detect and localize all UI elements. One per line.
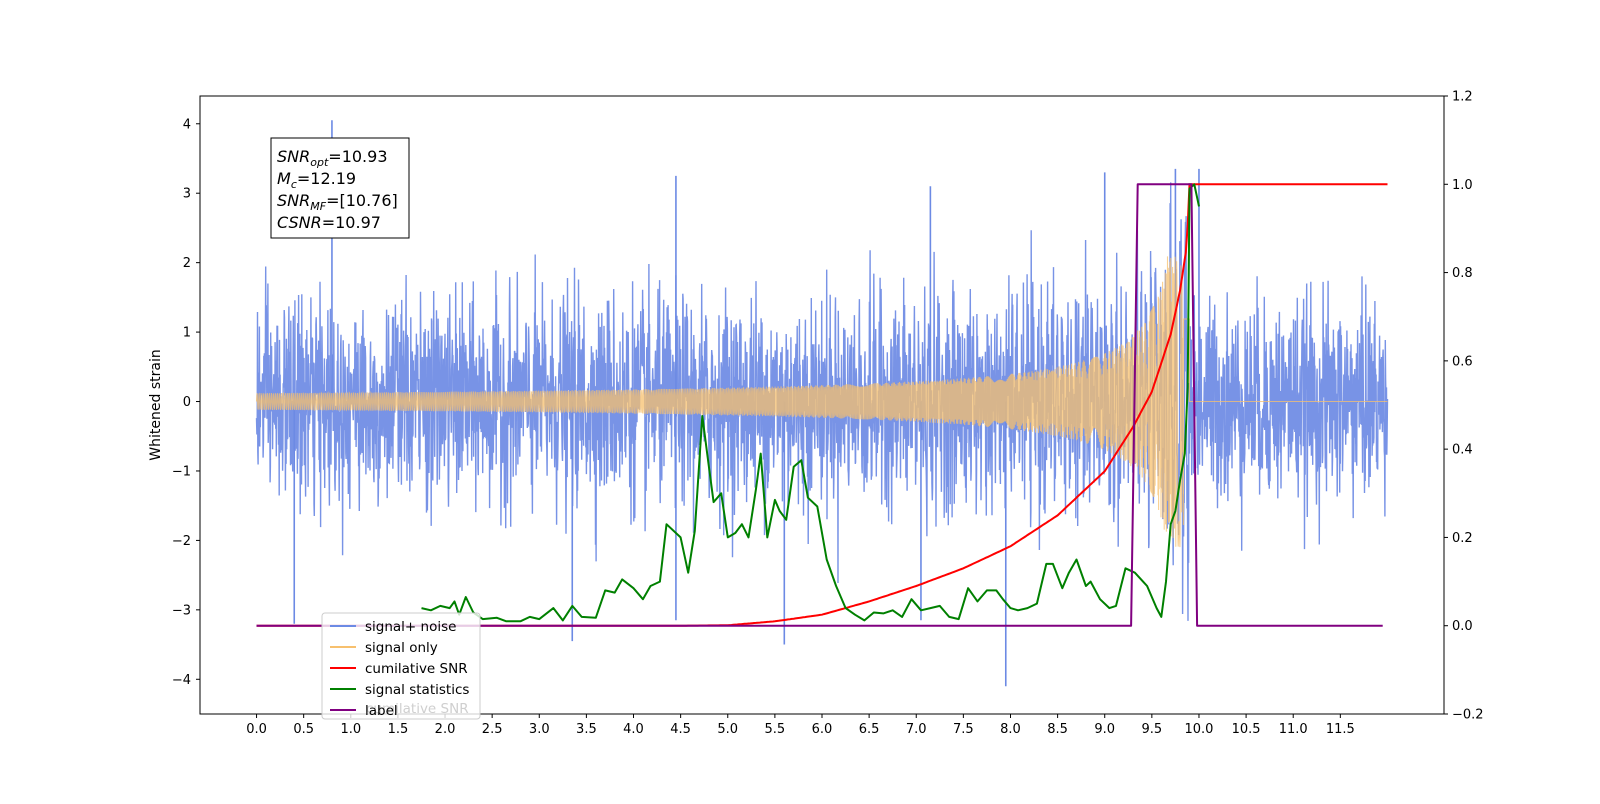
annotation-frame xyxy=(270,137,410,239)
x-tick-label: 6.0 xyxy=(812,722,833,737)
series-signal-only xyxy=(255,256,1388,548)
annotation-line: SNRMF=[10.76] xyxy=(277,191,398,213)
x-axis: 0.0 0.5 1.0 1.5 2.0 2.5 3.0 3.5 4.0 4.5 5.0 5.5 6.0 6… xyxy=(246,714,1355,737)
y2-tick-label: 1.0 xyxy=(1452,178,1473,193)
y-axis-label: Whitened strain xyxy=(148,349,164,460)
x-tick-label: 11.5 xyxy=(1326,722,1355,737)
x-tick-label: 11.0 xyxy=(1279,722,1308,737)
x-tick-label: 7.0 xyxy=(906,722,927,737)
y-tick-label: −4 xyxy=(172,673,191,688)
y-tick-label: −3 xyxy=(172,603,191,618)
y-axis-left: 4 3 2 1 0 −1 −2 −3 −4 xyxy=(172,117,200,688)
x-tick-label: 2.5 xyxy=(482,722,503,737)
annotation-line: SNRopt=10.93 xyxy=(277,147,388,169)
y-tick-label: 4 xyxy=(183,117,191,132)
y2-tick-label: −0.2 xyxy=(1452,708,1484,723)
x-tick-label: 0.5 xyxy=(293,722,314,737)
y-tick-label: −1 xyxy=(172,464,191,479)
y2-tick-label: 1.2 xyxy=(1452,90,1473,105)
y2-tick-label: 0.8 xyxy=(1452,266,1473,281)
legend: cumilative SNR signal+ noise signal only cu… xyxy=(321,612,481,720)
x-tick-label: 7.5 xyxy=(953,722,974,737)
legend-ghost-text: cumilative SNR xyxy=(366,701,469,717)
annotation-line: CSNR=10.97 xyxy=(277,213,381,232)
y2-tick-label: 0.4 xyxy=(1452,443,1473,458)
annotation-line: Mc=12.19 xyxy=(277,169,356,191)
x-tick-label: 5.5 xyxy=(765,722,786,737)
legend-label: label xyxy=(365,703,398,719)
y-tick-label: 2 xyxy=(183,256,191,271)
x-tick-label: 4.0 xyxy=(623,722,644,737)
x-tick-label: 6.5 xyxy=(859,722,880,737)
x-tick-label: 0.0 xyxy=(246,722,267,737)
x-tick-label: 1.0 xyxy=(340,722,361,737)
x-tick-label: 3.5 xyxy=(576,722,597,737)
x-tick-label: 3.0 xyxy=(529,722,550,737)
y-tick-label: 0 xyxy=(183,395,191,410)
series-layer xyxy=(255,120,1389,687)
x-tick-label: 8.0 xyxy=(1000,722,1021,737)
legend-label: cumilative SNR xyxy=(365,661,468,677)
snr-annotation-box: SNRopt=10.93Mc=12.19SNRMF=[10.76]CSNR=10… xyxy=(270,137,410,239)
x-tick-label: 9.5 xyxy=(1142,722,1163,737)
y-axis-right: 1.2 1.0 0.8 0.6 0.4 0.2 0.0 −0.2 xyxy=(1444,90,1484,723)
x-tick-label: 10.5 xyxy=(1232,722,1261,737)
legend-label: signal statistics xyxy=(365,682,469,698)
x-tick-label: 1.5 xyxy=(388,722,409,737)
y2-tick-label: 0.0 xyxy=(1452,619,1473,634)
x-tick-label: 10.0 xyxy=(1184,722,1213,737)
y2-tick-label: 0.2 xyxy=(1452,531,1473,546)
y-tick-label: 1 xyxy=(183,326,191,341)
x-tick-label: 9.0 xyxy=(1094,722,1115,737)
x-tick-label: 5.0 xyxy=(717,722,738,737)
series-signal-statistics xyxy=(421,183,1200,623)
series-label xyxy=(256,183,1383,627)
legend-frame xyxy=(321,612,481,720)
legend-label: signal only xyxy=(365,640,438,656)
x-tick-label: 2.0 xyxy=(435,722,456,737)
y-tick-label: −2 xyxy=(172,534,191,549)
legend-label: signal+ noise xyxy=(365,619,456,635)
y2-tick-label: 0.6 xyxy=(1452,354,1473,369)
x-tick-label: 4.5 xyxy=(670,722,691,737)
x-tick-label: 8.5 xyxy=(1047,722,1068,737)
y-tick-label: 3 xyxy=(183,187,191,202)
